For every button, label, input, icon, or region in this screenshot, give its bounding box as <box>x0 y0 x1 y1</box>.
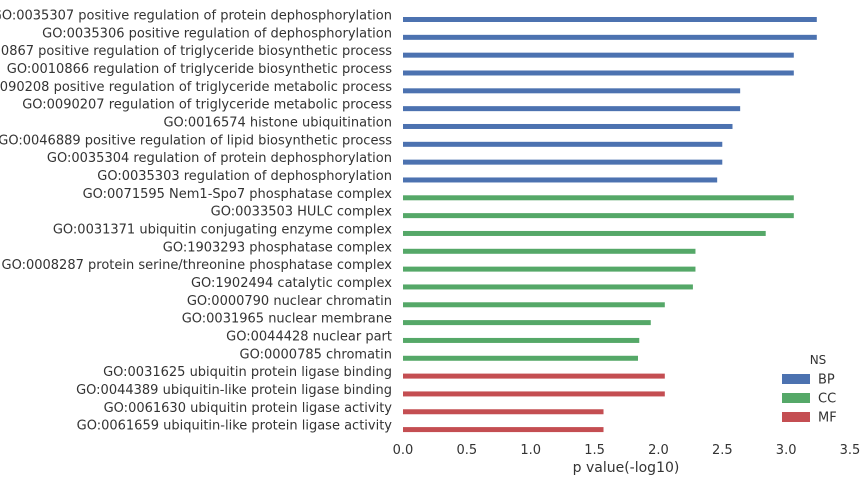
category-label: GO:0031625 ubiquitin protein ligase bind… <box>103 365 392 380</box>
category-label: GO:0061659 ubiquitin-like protein ligase… <box>77 419 393 434</box>
category-label: GO:0035304 regulation of protein dephosp… <box>47 151 392 166</box>
bar-cc <box>403 302 665 308</box>
category-label: GO:0090207 regulation of triglyceride me… <box>22 98 392 113</box>
category-label: GO:0010866 regulation of triglyceride bi… <box>7 62 392 77</box>
category-label: GO:0035306 positive regulation of dephos… <box>42 26 392 41</box>
bar-cc <box>403 248 696 254</box>
category-label: GO:0008287 protein serine/threonine phos… <box>2 258 393 273</box>
category-labels: GO:0035307 positive regulation of protei… <box>0 9 392 434</box>
bar-mf <box>403 427 604 433</box>
category-label: GO:0061630 ubiquitin protein ligase acti… <box>104 401 393 416</box>
legend-label: MF <box>818 411 837 426</box>
category-label: GO:0044389 ubiquitin-like protein ligase… <box>76 383 392 398</box>
bar-bp <box>403 177 718 183</box>
category-label: GO:0010867 positive regulation of trigly… <box>0 44 392 59</box>
bar-bp <box>403 159 723 165</box>
bar-bp <box>403 141 723 147</box>
x-tick-label: 2.5 <box>712 443 733 458</box>
bar-cc <box>403 195 794 201</box>
x-axis-ticks: 0.0 0.5 1.0 1.5 2.0 2.5 3.0 3.5 <box>393 443 861 458</box>
legend-swatch-bp <box>782 374 810 384</box>
x-tick-label: 3.5 <box>840 443 861 458</box>
category-label: GO:1902494 catalytic complex <box>191 276 392 291</box>
legend-label: CC <box>818 392 836 407</box>
bar-cc <box>403 230 766 236</box>
legend-swatch-cc <box>782 393 810 403</box>
x-axis-label: p value(-log10) <box>573 460 680 476</box>
bar-mf <box>403 409 604 415</box>
x-tick-label: 0.5 <box>457 443 478 458</box>
bar-bp <box>403 70 794 76</box>
legend-label: BP <box>818 373 835 388</box>
legend-swatch-mf <box>782 412 810 422</box>
bar-bp <box>403 52 794 58</box>
category-label: GO:0090208 positive regulation of trigly… <box>0 80 392 95</box>
x-tick-label: 0.0 <box>393 443 414 458</box>
bar-mf <box>403 373 665 379</box>
category-label: GO:0071595 Nem1-Spo7 phosphatase complex <box>83 187 393 202</box>
x-tick-label: 1.5 <box>584 443 605 458</box>
category-label: GO:0044428 nuclear part <box>226 329 392 344</box>
x-tick-label: 3.0 <box>776 443 797 458</box>
bar-cc <box>403 355 638 361</box>
category-label: GO:0035307 positive regulation of protei… <box>0 9 392 24</box>
bar-cc <box>403 213 794 219</box>
legend-entries: BP CC MF <box>782 373 837 426</box>
category-label: GO:0016574 histone ubiquitination <box>163 115 392 130</box>
bar-bp <box>403 123 733 129</box>
legend: NS BP CC MF <box>782 353 837 426</box>
bar-bp <box>403 17 817 22</box>
x-tick-label: 2.0 <box>648 443 669 458</box>
category-label: GO:1903293 phosphatase complex <box>163 240 393 255</box>
x-tick-label: 1.0 <box>520 443 541 458</box>
category-label: GO:0035303 regulation of dephosphorylati… <box>97 169 392 184</box>
bar-bp <box>403 88 741 94</box>
bar-mf <box>403 391 665 397</box>
category-label: GO:0000785 chromatin <box>240 347 392 362</box>
bar-bp <box>403 106 741 112</box>
bar-bp <box>403 34 817 40</box>
category-label: GO:0046889 positive regulation of lipid … <box>0 133 392 148</box>
legend-title: NS <box>810 353 827 367</box>
bars <box>403 17 817 433</box>
category-label: GO:0031371 ubiquitin conjugating enzyme … <box>53 222 392 237</box>
category-label: GO:0031965 nuclear membrane <box>182 312 392 327</box>
category-label: GO:0033503 HULC complex <box>211 205 393 220</box>
bar-cc <box>403 266 696 272</box>
bar-cc <box>403 337 640 343</box>
category-label: GO:0000790 nuclear chromatin <box>187 294 392 309</box>
bar-cc <box>403 284 693 290</box>
bar-cc <box>403 320 651 326</box>
